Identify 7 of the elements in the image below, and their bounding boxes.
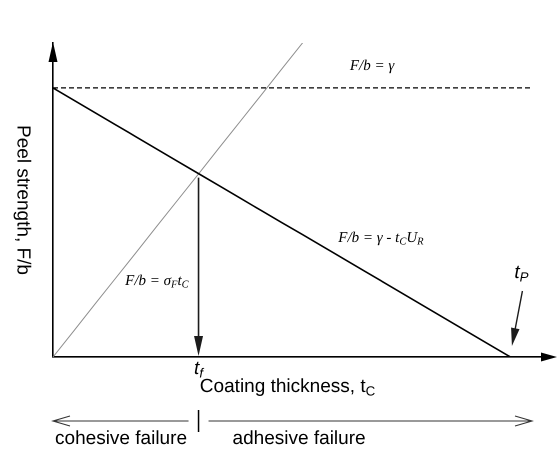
series-label: F/b = σ$_{F}$t$_{C}$ bbox=[125, 273, 189, 291]
y-axis-title: Peel strength, F/b bbox=[12, 125, 34, 275]
text: cohesive failure bbox=[55, 428, 188, 450]
ref-line-label: F/b = γ bbox=[350, 58, 394, 74]
series-label: F/b = γ - t$_{C}$U$_{R}$ bbox=[338, 230, 424, 248]
annotation: t$_{P}$ bbox=[514, 262, 528, 284]
text: adhesive failure bbox=[232, 428, 366, 450]
